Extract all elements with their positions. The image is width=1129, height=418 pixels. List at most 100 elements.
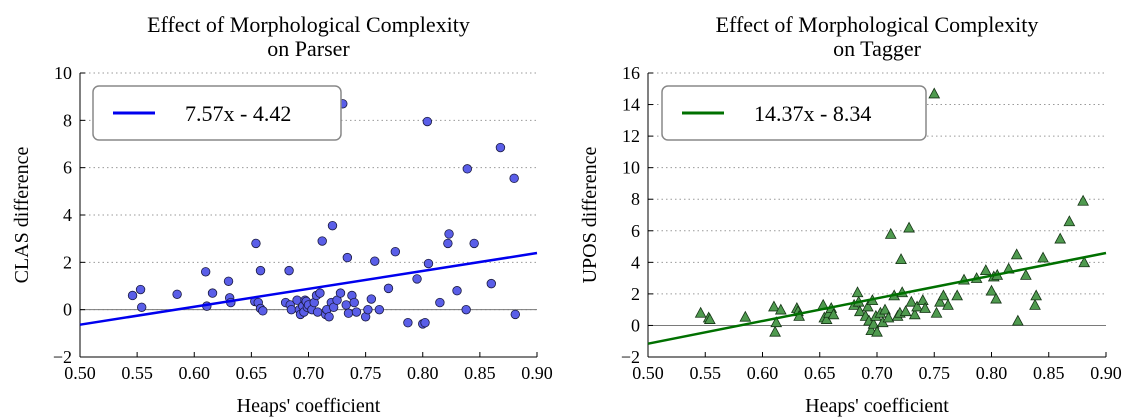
data-point (412, 274, 422, 284)
data-point (867, 317, 880, 329)
data-point (770, 316, 783, 328)
y-tick-label: 16 (622, 63, 640, 83)
data-point (1078, 256, 1091, 268)
data-point (769, 325, 781, 337)
data-point (258, 306, 268, 316)
data-point (1011, 314, 1024, 326)
data-point (172, 289, 182, 299)
data-point (469, 238, 479, 249)
data-point (127, 290, 138, 301)
data-point (916, 294, 929, 306)
y-tick-label: 12 (622, 126, 640, 146)
chart-title-line: on Parser (267, 36, 350, 61)
data-point (1010, 248, 1023, 260)
chart-title-line: on Tagger (833, 36, 922, 61)
y-tick-label: 8 (63, 110, 72, 130)
y-axis-label: CLAS difference (11, 146, 33, 283)
y-tick-label: −2 (53, 347, 72, 367)
data-point (135, 284, 146, 295)
data-point (444, 229, 454, 239)
data-point (937, 289, 950, 301)
data-point (739, 310, 752, 322)
data-point (851, 286, 864, 298)
data-point (200, 267, 211, 277)
data-point (366, 294, 377, 304)
data-point (435, 297, 445, 308)
data-point (351, 307, 362, 317)
data-point (207, 288, 218, 298)
data-point (908, 308, 921, 320)
y-tick-label: 4 (631, 252, 640, 272)
y-tick-label: 14 (622, 95, 640, 115)
y-tick-label: 8 (631, 189, 640, 209)
data-point (1037, 251, 1049, 263)
x-axis-label: Heaps' coefficient (237, 395, 381, 417)
x-tick-label: 0.80 (976, 363, 1008, 383)
x-tick-label: 0.85 (464, 363, 496, 383)
data-point (884, 227, 897, 239)
y-axis-label: UPOS difference (579, 146, 601, 283)
data-point (903, 221, 915, 233)
legend-box (661, 85, 927, 141)
data-point (363, 304, 373, 315)
data-point (985, 284, 998, 296)
x-tick-label: 0.85 (1033, 363, 1065, 383)
data-point (383, 283, 394, 294)
x-tick-label: 0.60 (179, 363, 211, 383)
data-point (349, 297, 359, 308)
data-point (930, 306, 943, 318)
data-point (895, 253, 907, 264)
data-point (312, 307, 323, 317)
data-point (951, 289, 964, 301)
y-tick-label: 2 (631, 284, 640, 304)
y-tick-label: 0 (63, 300, 72, 320)
x-tick-label: 0.65 (236, 363, 268, 383)
data-point (919, 302, 931, 313)
data-point (774, 303, 787, 315)
regression-line (79, 251, 538, 326)
x-tick-label: 0.50 (632, 363, 664, 383)
data-point (324, 312, 334, 322)
data-point (286, 304, 297, 315)
data-point (443, 238, 453, 249)
data-point (403, 317, 413, 328)
data-point (703, 313, 716, 324)
data-point (934, 295, 946, 307)
data-point (223, 276, 234, 286)
x-tick-label: 0.70 (293, 363, 325, 383)
data-point (942, 298, 954, 310)
data-point (509, 173, 519, 184)
data-point (315, 288, 325, 298)
legend-label: 7.57x - 4.42 (185, 101, 291, 126)
chart-title-line: Effect of Morphological Complexity (716, 12, 1039, 37)
data-point (911, 300, 923, 312)
x-tick-label: 0.75 (350, 363, 382, 383)
data-point (899, 305, 912, 317)
x-axis-label: Heaps' coefficient (805, 395, 949, 417)
x-tick-label: 0.90 (1090, 363, 1122, 383)
data-point (423, 258, 434, 269)
x-tick-label: 0.80 (407, 363, 439, 383)
x-tick-label: 0.55 (121, 363, 153, 383)
data-point (420, 317, 430, 328)
data-point (1054, 232, 1067, 244)
data-point (1063, 215, 1076, 227)
data-point (905, 295, 918, 307)
data-point (510, 309, 520, 320)
x-tick-label: 0.65 (804, 363, 836, 383)
data-point (879, 303, 891, 315)
data-point (1029, 298, 1041, 310)
data-point (422, 116, 433, 127)
regression-line (647, 251, 1107, 345)
data-point (327, 220, 338, 231)
x-tick-label: 0.90 (521, 363, 553, 383)
data-point (343, 308, 354, 318)
y-tick-label: 6 (63, 158, 72, 178)
data-point (251, 238, 261, 249)
data-point (461, 304, 471, 315)
data-point (1030, 289, 1043, 301)
data-point (1019, 268, 1032, 280)
x-tick-label: 0.50 (64, 363, 96, 383)
data-point (1077, 194, 1089, 206)
